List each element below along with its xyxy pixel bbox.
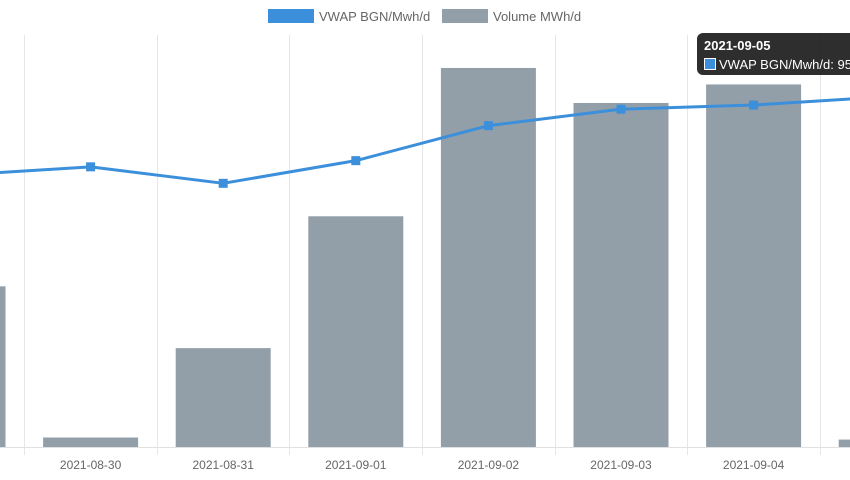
bar-2021-08-31[interactable] [175, 348, 271, 447]
tooltip-color-swatch [704, 58, 716, 70]
x-tick-label: 2021-09-03 [590, 458, 652, 472]
bar-2021-09-03[interactable] [573, 102, 669, 447]
vwap-point-2021-08-30[interactable] [86, 162, 96, 172]
x-axis-ticks: 2021-08-30 2021-08-31 2021-09-01 2021-09-02… [60, 458, 785, 472]
vwap-line [0, 97, 850, 185]
vwap-line-series [0, 97, 850, 188]
x-tick-label: 2021-09-02 [458, 458, 520, 472]
legend-swatch-volume[interactable] [442, 9, 488, 23]
chart-tooltip: 2021-09-05 VWAP BGN/Mwh/d: 95 [697, 33, 850, 75]
volume-bars [0, 67, 850, 448]
vwap-point-2021-09-02[interactable] [483, 121, 493, 131]
bar-2021-09-01[interactable] [308, 216, 404, 447]
tooltip-row: VWAP BGN/Mwh/d: 95 [704, 57, 850, 72]
tooltip-label: VWAP BGN/Mwh/d: 95 [719, 57, 850, 72]
legend-label-vwap[interactable]: VWAP BGN/Mwh/d [319, 9, 430, 24]
x-tick-label: 2021-08-30 [60, 458, 122, 472]
bar-2021-09-05[interactable] [838, 439, 850, 447]
legend[interactable]: VWAP BGN/Mwh/d Volume MWh/d [268, 9, 581, 24]
legend-swatch-vwap[interactable] [268, 9, 314, 23]
legend-label-volume[interactable]: Volume MWh/d [493, 9, 581, 24]
tooltip-title: 2021-09-05 [704, 38, 771, 53]
bar-2021-08-30[interactable] [43, 437, 139, 447]
x-tick-label: 2021-09-01 [325, 458, 387, 472]
grid-lines [0, 35, 850, 455]
bar-2021-09-02[interactable] [440, 67, 536, 448]
x-tick-label: 2021-09-04 [723, 458, 785, 472]
bar-2021-09-04[interactable] [706, 84, 802, 447]
vwap-point-2021-09-03[interactable] [616, 104, 626, 114]
x-tick-label: 2021-08-31 [193, 458, 255, 472]
bar-2021-08-29[interactable] [0, 286, 6, 447]
vwap-point-2021-09-04[interactable] [749, 100, 759, 110]
vwap-point-2021-08-31[interactable] [218, 178, 228, 188]
vwap-point-2021-09-01[interactable] [351, 156, 361, 166]
